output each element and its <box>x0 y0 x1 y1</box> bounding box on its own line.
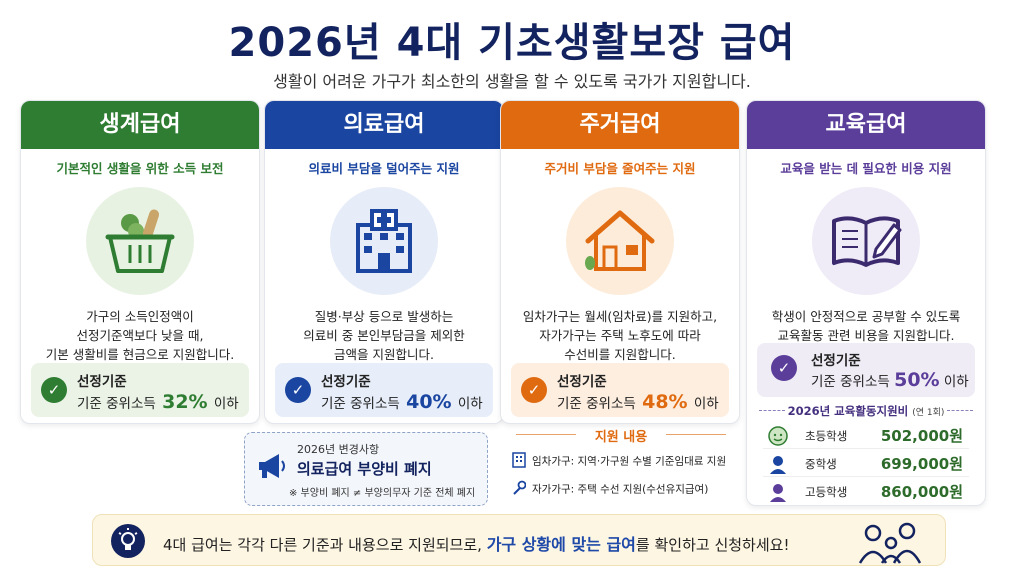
list-item: 중학생 699,000원 <box>763 451 969 477</box>
criteria-percent: 40% <box>406 391 452 413</box>
criteria-box: ✓ 선정기준 기준 중위소득 48% 이하 <box>511 363 729 417</box>
card-title: 생계급여 <box>21 101 259 149</box>
criteria-label: 선정기준 <box>811 353 861 369</box>
megaphone-icon <box>255 451 289 485</box>
hospital-icon <box>330 187 438 295</box>
criteria-prefix: 기준 중위소득 <box>557 396 636 412</box>
card-tagline: 의료비 부담을 덜어주는 지원 <box>308 161 460 176</box>
card-tagline: 주거비 부담을 줄여주는 지원 <box>544 161 696 176</box>
card-medical: 의료급여 의료비 부담을 덜어주는 지원 질병·부상 등으로 발생하는 의료비 … <box>264 100 504 424</box>
card-education: 교육급여 교육을 받는 데 필요한 비용 지원 학생이 안정적으로 공부할 수 … <box>746 100 986 506</box>
notice-note: ※ 부양비 폐지 ≠ 부양의무자 기준 전체 폐지 <box>289 488 476 499</box>
housing-support: 지원 내용 임차가구: 지역·가구원 수별 기준임대료 지원 자가가구: 주택 … <box>508 426 734 506</box>
criteria-box: ✓ 선정기준 기준 중위소득 32% 이하 <box>31 363 249 417</box>
criteria-percent: 50% <box>894 369 940 391</box>
criteria-percent: 48% <box>642 391 688 413</box>
list-item: 임차가구: 지역·가구원 수별 기준임대료 지원 <box>512 452 726 471</box>
card-description: 질병·부상 등으로 발생하는 의료비 중 본인부담금을 제외한 금액을 지원합니… <box>303 309 465 362</box>
card-description: 가구의 소득인정액이 선정기준액보다 낮을 때, 기본 생활비를 현금으로 지원… <box>45 309 235 362</box>
check-icon: ✓ <box>285 377 311 403</box>
support-amount: 502,000원 <box>880 427 963 445</box>
middle-student-icon <box>767 453 789 479</box>
criteria-suffix: 이하 <box>693 396 719 412</box>
student-level: 중학생 <box>805 457 837 471</box>
criteria-label: 선정기준 <box>77 374 127 390</box>
change-notice: 2026년 변경사항 의료급여 부양비 폐지 ※ 부양비 폐지 ≠ 부양의무자 … <box>244 432 488 506</box>
criteria-percent: 32% <box>162 391 208 413</box>
check-icon: ✓ <box>771 355 797 381</box>
student-level: 초등학생 <box>805 429 848 443</box>
list-item: 자가가구: 주택 수선 지원(수선유지급여) <box>512 480 708 499</box>
grocery-basket-icon <box>86 187 194 295</box>
wrench-icon <box>512 480 528 499</box>
high-student-icon <box>767 481 789 505</box>
support-amount: 860,000원 <box>880 483 963 501</box>
notice-label: 2026년 변경사항 <box>297 443 380 456</box>
page-title: 2026년 4대 기초생활보장 급여 <box>228 20 796 66</box>
check-icon: ✓ <box>521 377 547 403</box>
criteria-suffix: 이하 <box>213 396 239 412</box>
card-title: 의료급여 <box>265 101 503 149</box>
lightbulb-icon <box>111 524 145 558</box>
criteria-label: 선정기준 <box>321 374 371 390</box>
footer-highlight: 가구 상황에 맞는 급여 <box>486 535 636 554</box>
student-level: 고등학생 <box>805 485 848 499</box>
card-title: 교육급여 <box>747 101 985 149</box>
card-description: 임차가구는 월세(임차료)를 지원하고, 자가가구는 주택 노후도에 따라 수선… <box>522 309 718 362</box>
house-icon <box>566 187 674 295</box>
family-icon <box>855 519 931 569</box>
elementary-student-icon <box>767 425 789 451</box>
list-item: 초등학생 502,000원 <box>763 423 969 449</box>
book-pencil-icon <box>812 187 920 295</box>
card-housing: 주거급여 주거비 부담을 줄여주는 지원 임차가구는 월세(임차료)를 지원하고… <box>500 100 740 424</box>
footer-banner: 4대 급여는 각각 다른 기준과 내용으로 지원되므로, 가구 상황에 맞는 급… <box>92 514 946 566</box>
criteria-suffix: 이하 <box>457 396 483 412</box>
criteria-prefix: 기준 중위소득 <box>77 396 156 412</box>
card-tagline: 기본적인 생활을 위한 소득 보전 <box>56 161 224 176</box>
criteria-prefix: 기준 중위소득 <box>811 374 890 390</box>
page-subtitle: 생활이 어려운 가구가 최소한의 생활을 할 수 있도록 국가가 지원합니다. <box>273 72 751 91</box>
criteria-box: ✓ 선정기준 기준 중위소득 40% 이하 <box>275 363 493 417</box>
card-description: 학생이 안정적으로 공부할 수 있도록 교육활동 관련 비용을 지원합니다. <box>771 309 961 343</box>
criteria-suffix: 이하 <box>943 374 969 390</box>
support-amount: 699,000원 <box>880 455 963 473</box>
check-icon: ✓ <box>41 377 67 403</box>
criteria-label: 선정기준 <box>557 374 607 390</box>
card-tagline: 교육을 받는 데 필요한 비용 지원 <box>780 161 952 176</box>
list-item: 고등학생 860,000원 <box>763 479 969 505</box>
notice-title: 의료급여 부양비 폐지 <box>297 460 432 478</box>
footer-message: 4대 급여는 각각 다른 기준과 내용으로 지원되므로, 가구 상황에 맞는 급… <box>163 535 790 554</box>
card-livelihood: 생계급여 기본적인 생활을 위한 소득 보전 가구의 소득인정액이 선정기준액보… <box>20 100 260 424</box>
card-title: 주거급여 <box>501 101 739 149</box>
criteria-prefix: 기준 중위소득 <box>321 396 400 412</box>
criteria-box: ✓ 선정기준 기준 중위소득 50% 이하 <box>757 343 975 397</box>
education-subtitle: 2026년 교육활동지원비 (연 1회) <box>759 403 973 419</box>
support-title: 지원 내용 <box>508 426 734 445</box>
building-icon <box>512 452 528 471</box>
